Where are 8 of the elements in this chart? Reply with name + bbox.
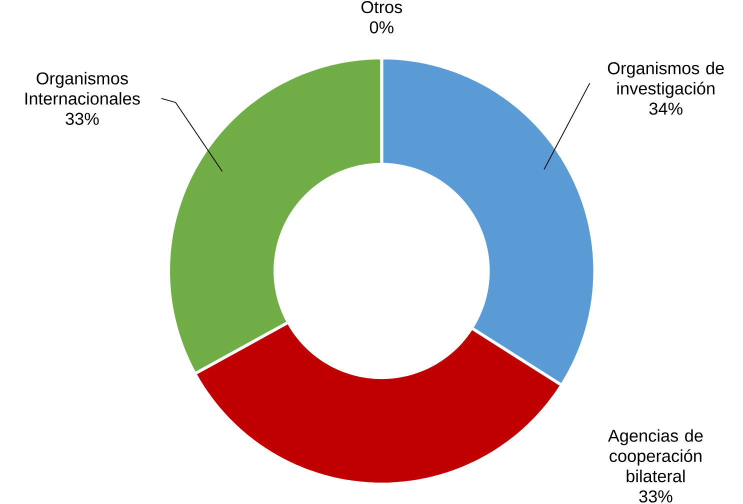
slice-label: Agencias de cooperación bilateral bbox=[608, 429, 703, 483]
slice-label: Organismos de investigación bbox=[608, 62, 724, 98]
data-label: 33% bbox=[639, 490, 672, 503]
category-label: Otros bbox=[361, 1, 402, 14]
data-label: 34% bbox=[649, 102, 682, 116]
data-label: 33% bbox=[66, 113, 99, 126]
slice-label: Organismos Internacionales bbox=[26, 72, 140, 105]
text: 0% bbox=[370, 21, 394, 34]
